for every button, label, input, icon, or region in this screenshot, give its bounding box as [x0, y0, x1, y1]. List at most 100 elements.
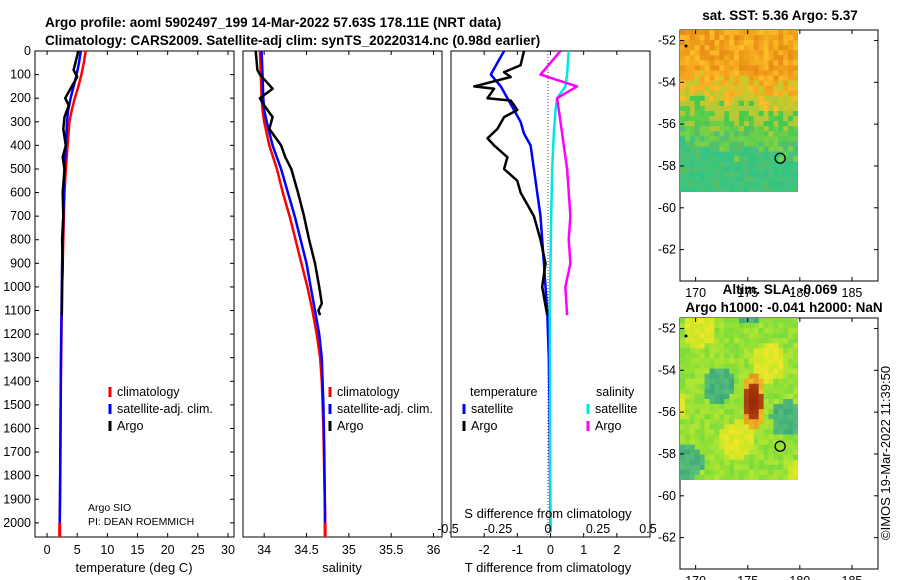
heatmap-cell [719, 439, 725, 445]
heatmap-cell [694, 126, 701, 132]
heatmap-cell [778, 363, 784, 370]
heatmap-cell [748, 151, 755, 157]
heatmap-cell [699, 65, 705, 71]
heatmap-cell [694, 338, 701, 344]
heatmap-cell [694, 383, 701, 390]
heatmap-cell [684, 80, 691, 87]
heatmap-cell [743, 35, 750, 41]
heatmap-cell [753, 80, 760, 87]
heatmap-cell [709, 186, 715, 192]
heatmap-cell [768, 383, 774, 390]
heatmap-cell [788, 186, 794, 192]
heatmap-cell [684, 35, 691, 41]
heatmap-cell [729, 338, 735, 344]
heatmap-cell [694, 45, 701, 51]
heatmap-cell [758, 429, 764, 435]
heatmap-cell [753, 111, 760, 117]
map-y-tick-label: -60 [658, 201, 676, 215]
heatmap-cell [763, 60, 769, 66]
heatmap-cell [793, 323, 798, 329]
heatmap-cell [773, 171, 779, 178]
heatmap-cell [689, 181, 696, 188]
heatmap-cell [699, 399, 705, 405]
legend-label: satellite [595, 402, 637, 416]
heatmap-cell [714, 388, 720, 395]
heatmap-cell [753, 388, 760, 395]
heatmap-cell [748, 429, 755, 435]
heatmap-cell [788, 116, 794, 122]
heatmap-cell [699, 459, 705, 466]
heatmap-cell [684, 358, 691, 364]
heatmap-cell [680, 323, 686, 329]
heatmap-cell [773, 378, 779, 385]
heatmap-cell [734, 111, 740, 117]
heatmap-cell [729, 333, 735, 339]
heatmap-cell [778, 126, 784, 132]
heatmap-cell [689, 419, 696, 425]
heatmap-cell [763, 378, 769, 385]
heatmap-cell [788, 80, 794, 87]
heatmap-cell [793, 459, 798, 466]
heatmap-cell [788, 459, 794, 466]
heatmap-cell [724, 373, 730, 380]
heatmap-cell [724, 90, 730, 97]
heatmap-cell [724, 166, 730, 173]
heatmap-cell [778, 474, 784, 480]
map-x-tick-label: 180 [789, 286, 810, 300]
heatmap-cell [684, 444, 691, 451]
heatmap-cell [680, 434, 686, 440]
heatmap-cell [689, 131, 696, 137]
heatmap-cell [704, 65, 710, 71]
heatmap-cell [768, 454, 774, 461]
heatmap-cell [689, 414, 696, 420]
heatmap-cell [739, 318, 745, 324]
heatmap-cell [724, 70, 730, 76]
heatmap-cell [758, 146, 764, 152]
heatmap-cell [704, 121, 710, 127]
heatmap-cell [739, 40, 745, 46]
heatmap-cell [793, 161, 798, 168]
heatmap-cell [734, 348, 740, 354]
heatmap-cell [768, 141, 774, 147]
heatmap-cell [768, 393, 774, 400]
heatmap-cell [743, 151, 750, 157]
top-tick-label: -0.25 [484, 522, 513, 536]
heatmap-cell [689, 363, 696, 370]
heatmap-cell [763, 176, 769, 183]
heatmap-cell [724, 35, 730, 41]
heatmap-cell [734, 434, 740, 440]
heatmap-cell [758, 156, 764, 163]
heatmap-cell [783, 338, 789, 344]
heatmap-cell [758, 348, 764, 354]
series-line-argo-salinity- [539, 51, 579, 316]
heatmap-cell [773, 131, 779, 137]
heatmap-cell [699, 373, 705, 380]
heatmap-cell [753, 469, 760, 476]
heatmap-cell [734, 378, 740, 385]
heatmap-cell [758, 166, 764, 173]
heatmap-cell [734, 333, 740, 339]
heatmap-cell [694, 116, 701, 122]
heatmap-cell [734, 50, 740, 56]
heatmap-cell [743, 65, 750, 71]
heatmap-cell [734, 146, 740, 152]
depth-tick-label: 400 [10, 138, 31, 152]
heatmap-cell [783, 75, 789, 82]
heatmap-cell [714, 75, 720, 82]
heatmap-cell [684, 388, 691, 395]
heatmap-cell [729, 474, 735, 480]
heatmap-cell [748, 414, 755, 420]
heatmap-cell [743, 50, 750, 56]
heatmap-cell [694, 404, 701, 410]
heatmap-cell [719, 474, 725, 480]
heatmap-cell [699, 105, 705, 112]
heatmap-cell [694, 40, 701, 46]
heatmap-cell [734, 105, 740, 112]
heatmap-cell [743, 136, 750, 142]
heatmap-cell [793, 146, 798, 152]
heatmap-cell [753, 171, 760, 178]
heatmap-cell [704, 373, 710, 380]
heatmap-cell [734, 55, 740, 61]
heatmap-cell [768, 373, 774, 380]
heatmap-cell [714, 434, 720, 440]
